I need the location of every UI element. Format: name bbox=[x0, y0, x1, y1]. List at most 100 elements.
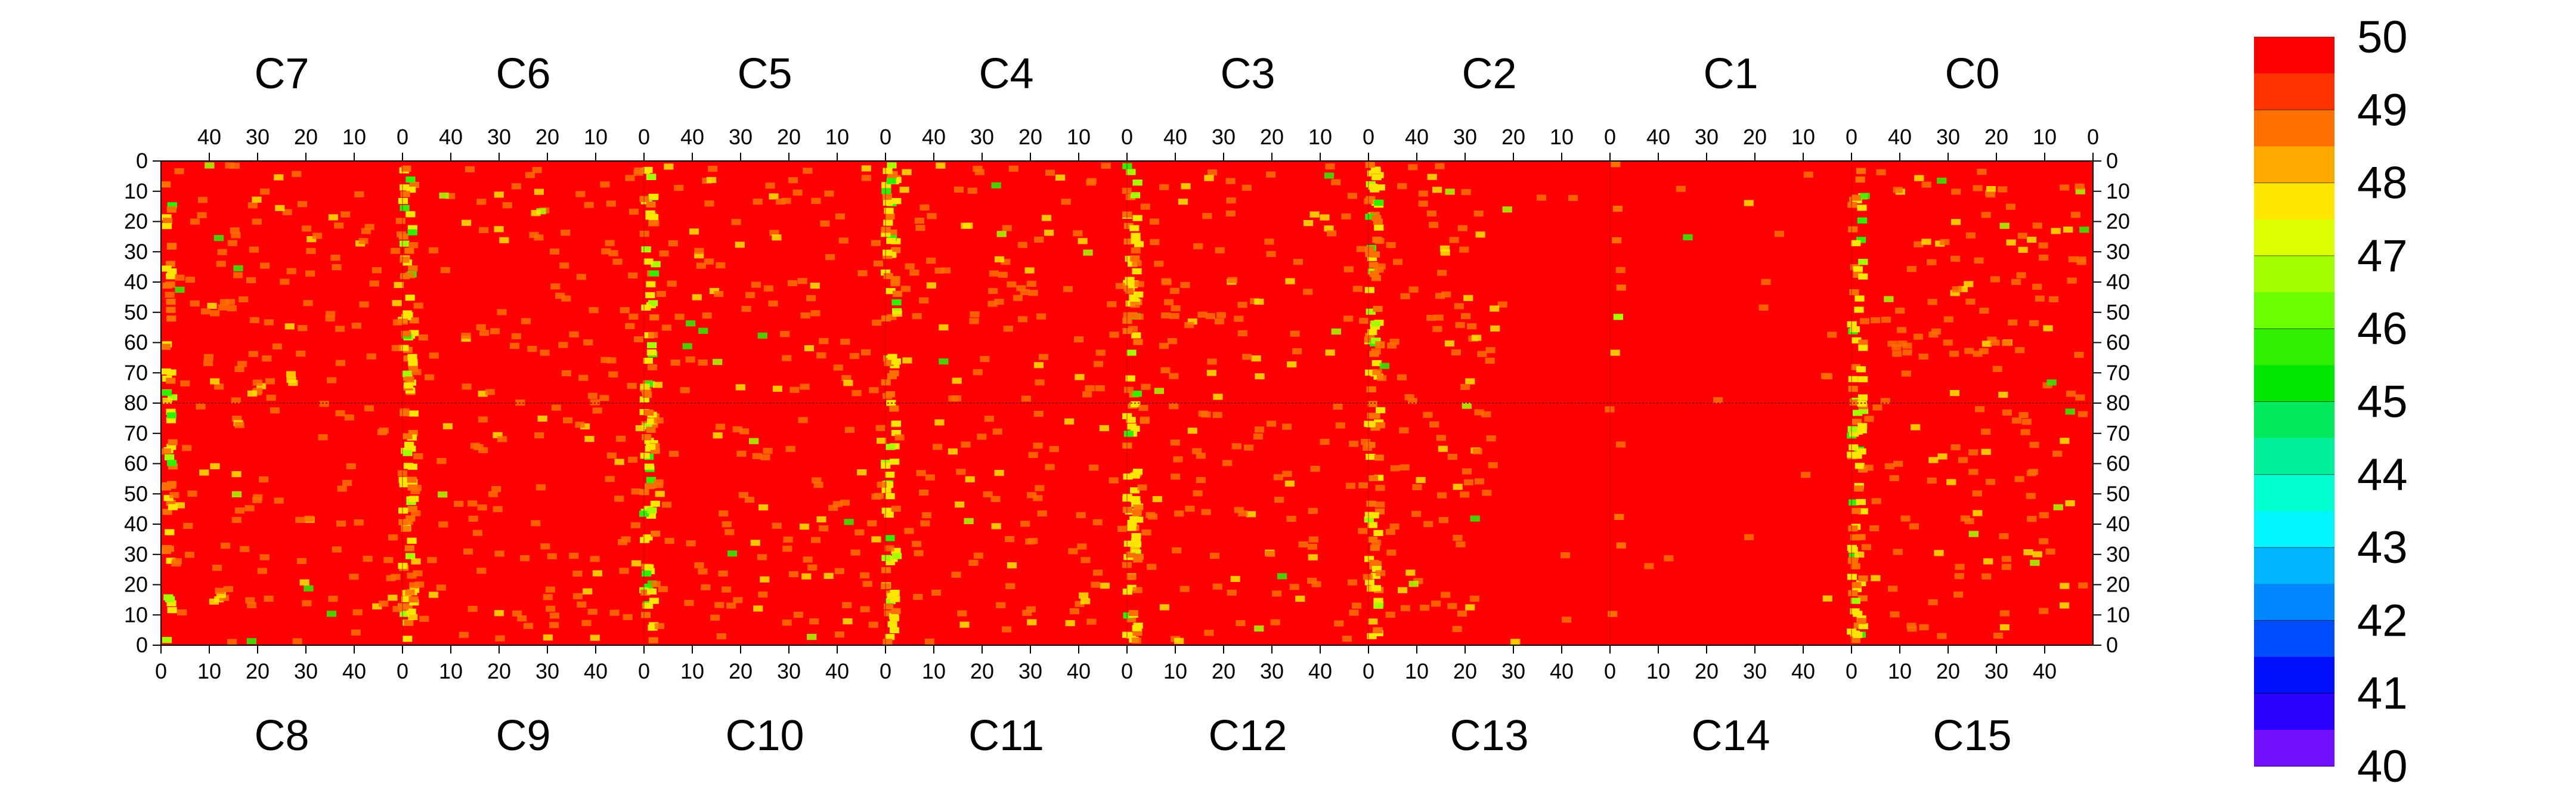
heat-cell bbox=[1387, 342, 1397, 349]
heat-cell bbox=[1083, 249, 1093, 256]
heat-cell bbox=[1024, 267, 1035, 274]
heat-cell bbox=[575, 422, 585, 428]
bottom-x-tick-label: 40 bbox=[342, 659, 366, 683]
heat-cell bbox=[247, 390, 258, 397]
heat-cell bbox=[670, 360, 680, 366]
heat-cell bbox=[1128, 610, 1138, 617]
heat-cell bbox=[640, 383, 650, 390]
heat-cell bbox=[569, 331, 579, 338]
heat-cell bbox=[1379, 363, 1389, 369]
heat-cell bbox=[738, 492, 748, 499]
heat-cell bbox=[919, 204, 930, 210]
heat-cell bbox=[788, 177, 798, 184]
heat-cell bbox=[651, 261, 661, 268]
heat-cell bbox=[166, 299, 176, 305]
right-y-tick-label: 10 bbox=[2106, 602, 2130, 627]
heat-cell bbox=[692, 294, 702, 301]
heat-cell bbox=[401, 330, 411, 337]
heat-cell bbox=[1847, 426, 1857, 432]
heat-cell bbox=[1123, 285, 1134, 292]
heat-cell bbox=[1335, 422, 1345, 429]
heat-cell bbox=[166, 558, 176, 564]
heat-cell bbox=[1371, 539, 1382, 546]
heat-cell bbox=[996, 602, 1006, 608]
heat-cell bbox=[1858, 408, 1869, 414]
heat-cell bbox=[871, 536, 881, 543]
heat-cell bbox=[1202, 213, 1212, 219]
heat-cell bbox=[618, 539, 628, 546]
heat-cell bbox=[1298, 541, 1308, 548]
heat-cell bbox=[2029, 442, 2039, 448]
heat-cell bbox=[502, 202, 512, 209]
heat-cell bbox=[843, 618, 853, 625]
heat-cell bbox=[197, 197, 208, 203]
heat-cell bbox=[1386, 242, 1396, 249]
heat-cell bbox=[1126, 551, 1136, 558]
heat-cell bbox=[1856, 499, 1866, 505]
heat-cell bbox=[335, 410, 345, 417]
heat-cell bbox=[789, 386, 800, 393]
heat-cell bbox=[664, 163, 674, 170]
heat-cell bbox=[861, 165, 871, 172]
heat-cell bbox=[1447, 454, 1457, 460]
heat-cell bbox=[1123, 222, 1134, 230]
heat-cell bbox=[803, 168, 813, 174]
heat-cell bbox=[1803, 171, 1813, 178]
heat-cell bbox=[534, 188, 544, 195]
heat-cell bbox=[1037, 510, 1047, 517]
heat-cell bbox=[408, 410, 419, 417]
heat-cell bbox=[1854, 485, 1864, 492]
heat-cell bbox=[646, 444, 656, 450]
heat-cell bbox=[282, 209, 292, 215]
heat-cell bbox=[408, 265, 418, 272]
right-y-tick-label: 50 bbox=[2106, 481, 2130, 506]
heat-cell bbox=[957, 610, 967, 617]
heat-cell bbox=[398, 507, 408, 514]
heat-cell bbox=[2014, 476, 2024, 482]
heat-cell bbox=[407, 476, 417, 483]
heat-cell bbox=[1412, 484, 1422, 491]
heat-cell bbox=[956, 469, 966, 475]
heat-cell bbox=[1921, 239, 1931, 245]
heat-cell bbox=[1459, 246, 1469, 253]
bottom-x-tick-label: 20 bbox=[487, 659, 511, 683]
heat-cell bbox=[246, 277, 256, 283]
left-y-tick-label: 10 bbox=[124, 602, 148, 627]
heat-cell bbox=[708, 166, 718, 172]
heat-cell bbox=[1918, 353, 1928, 360]
heat-cell bbox=[605, 476, 615, 482]
heat-cell bbox=[182, 445, 192, 451]
heat-cell bbox=[1343, 266, 1354, 273]
bottom-group-label: C15 bbox=[1933, 712, 2011, 760]
heat-cell bbox=[1126, 169, 1136, 175]
heat-cell bbox=[540, 349, 550, 356]
heat-cell bbox=[404, 620, 414, 626]
heat-cell bbox=[1427, 174, 1437, 180]
heat-cell bbox=[404, 545, 414, 552]
heat-cell bbox=[2023, 549, 2033, 556]
heat-cell bbox=[462, 383, 472, 390]
heat-cell bbox=[1407, 398, 1417, 404]
heat-cell bbox=[983, 491, 993, 498]
heat-cell bbox=[769, 230, 779, 236]
heat-cell bbox=[1289, 584, 1299, 590]
top-x-tick-label: 10 bbox=[1308, 125, 1332, 149]
heat-cell bbox=[1193, 243, 1203, 250]
heat-cell bbox=[1222, 460, 1233, 466]
heat-cell bbox=[1130, 487, 1140, 494]
bottom-x-tick-label: 20 bbox=[1453, 659, 1477, 683]
heat-cell bbox=[400, 191, 410, 197]
heat-cell bbox=[1857, 400, 1867, 407]
heat-cell bbox=[534, 432, 544, 439]
heat-cell bbox=[1107, 301, 1117, 308]
heat-cell bbox=[753, 199, 763, 205]
heat-cell bbox=[1152, 496, 1162, 503]
heat-cell bbox=[405, 387, 416, 394]
heat-cell bbox=[1850, 637, 1860, 643]
heat-cell bbox=[824, 190, 834, 197]
heat-cell bbox=[659, 250, 669, 257]
heat-cell bbox=[197, 212, 207, 218]
heat-cell bbox=[797, 278, 807, 284]
heat-cell bbox=[857, 270, 868, 277]
heat-cell bbox=[883, 392, 893, 400]
